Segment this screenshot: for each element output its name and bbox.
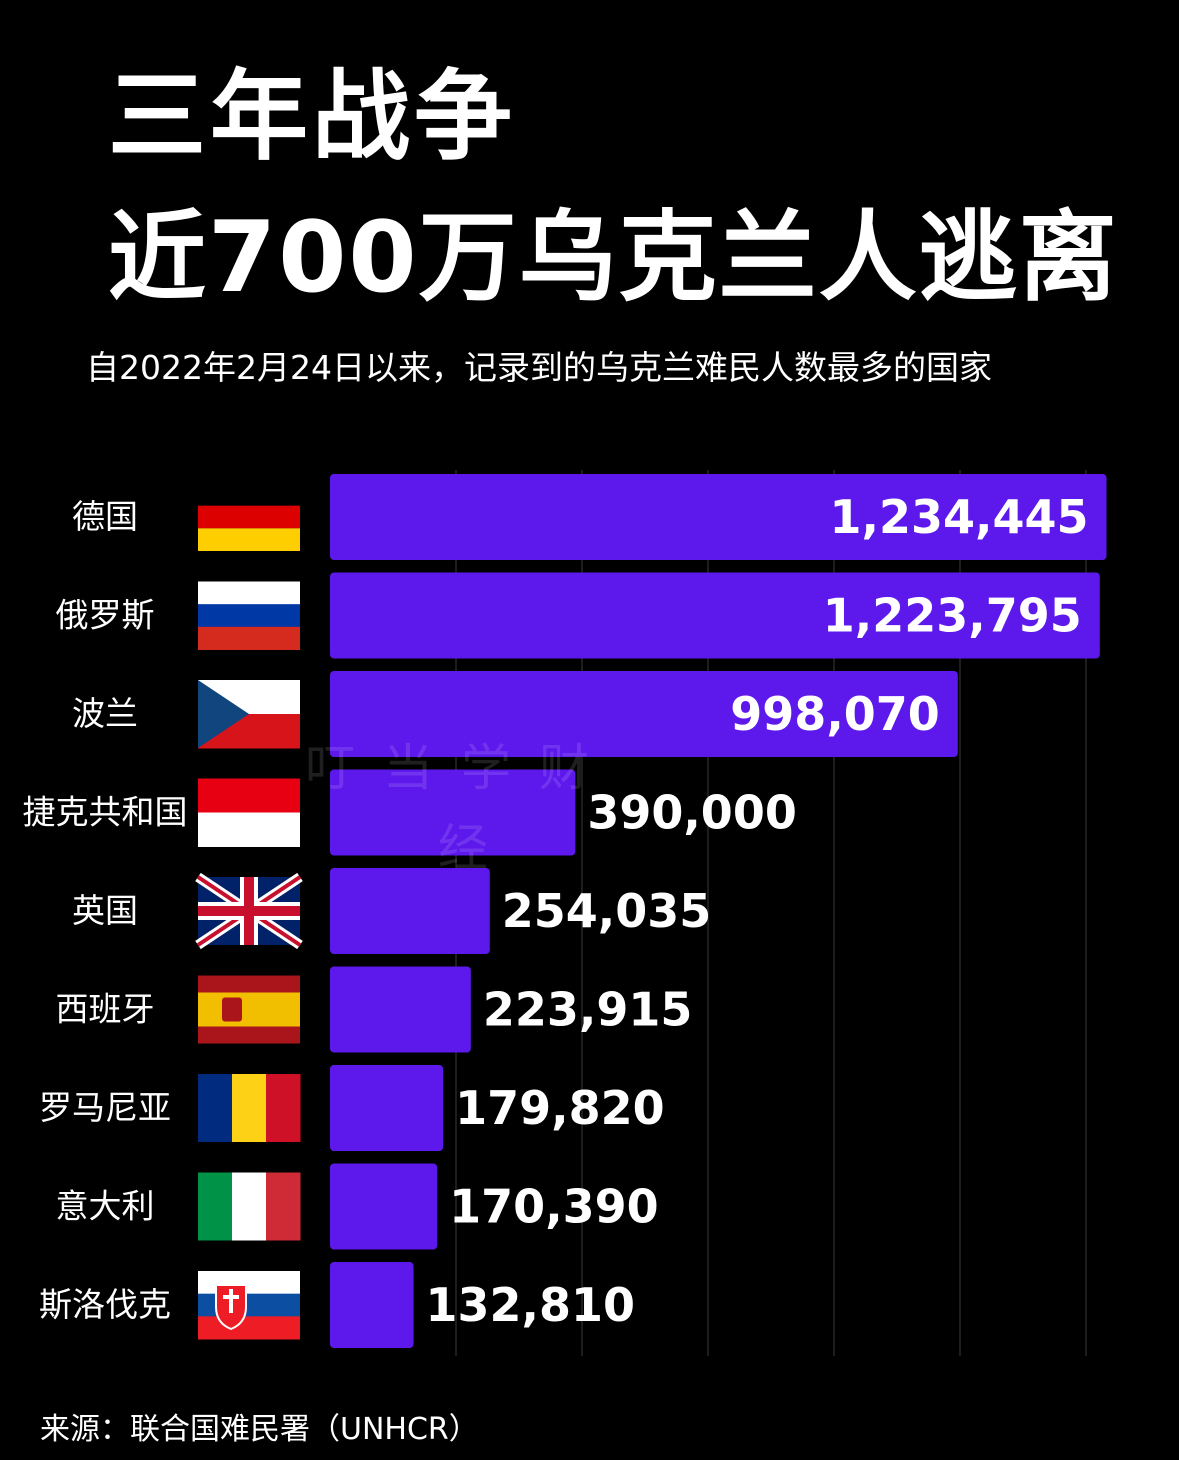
flag-russia-icon bbox=[198, 581, 300, 650]
value-label: 998,070 bbox=[730, 687, 940, 741]
value-label: 390,000 bbox=[587, 786, 797, 840]
value-label: 254,035 bbox=[502, 884, 712, 938]
country-label: 俄罗斯 bbox=[56, 596, 155, 635]
flag-slovakia-icon bbox=[198, 1271, 300, 1340]
value-label: 1,223,795 bbox=[823, 589, 1082, 643]
value-label: 1,234,445 bbox=[830, 490, 1089, 544]
watermark-line-2: 经 bbox=[438, 819, 488, 877]
flag-uk-icon bbox=[195, 872, 303, 950]
bar bbox=[330, 1065, 444, 1151]
chart-subtitle: 自2022年2月24日以来，记录到的乌克兰难民人数最多的国家 bbox=[86, 348, 992, 387]
bar bbox=[330, 572, 1100, 659]
flag-italy-icon bbox=[198, 1172, 301, 1241]
flag-germany-icon bbox=[198, 483, 300, 551]
value-label: 179,820 bbox=[455, 1081, 665, 1135]
chart-title-line-2: 近700万乌克兰人逃离 bbox=[108, 201, 1119, 315]
value-label: 223,915 bbox=[483, 983, 693, 1037]
bar bbox=[330, 474, 1107, 560]
source-note: 来源：联合国难民署（UNHCR） bbox=[40, 1412, 479, 1447]
country-label: 斯洛伐克 bbox=[39, 1285, 171, 1324]
country-label: 罗马尼亚 bbox=[39, 1088, 171, 1127]
flag-spain-icon bbox=[198, 975, 300, 1044]
country-label: 波兰 bbox=[72, 694, 138, 733]
value-label: 132,810 bbox=[426, 1278, 636, 1332]
value-label: 170,390 bbox=[449, 1180, 659, 1234]
flag-indonesia-icon bbox=[198, 778, 300, 847]
bar bbox=[330, 671, 958, 757]
bar bbox=[330, 868, 490, 954]
country-label: 捷克共和国 bbox=[23, 793, 188, 832]
watermark: 叮当学财 bbox=[305, 739, 617, 797]
flag-romania-icon bbox=[198, 1074, 301, 1142]
bar bbox=[330, 966, 471, 1053]
country-label: 德国 bbox=[72, 497, 138, 536]
chart-title-line-1: 三年战争 bbox=[108, 60, 517, 174]
bar bbox=[330, 1262, 414, 1348]
country-label: 西班牙 bbox=[56, 990, 155, 1029]
bar bbox=[330, 769, 576, 856]
country-label: 英国 bbox=[72, 891, 138, 930]
flag-czech-icon bbox=[198, 680, 300, 749]
bar bbox=[330, 1163, 438, 1250]
country-label: 意大利 bbox=[56, 1187, 155, 1226]
